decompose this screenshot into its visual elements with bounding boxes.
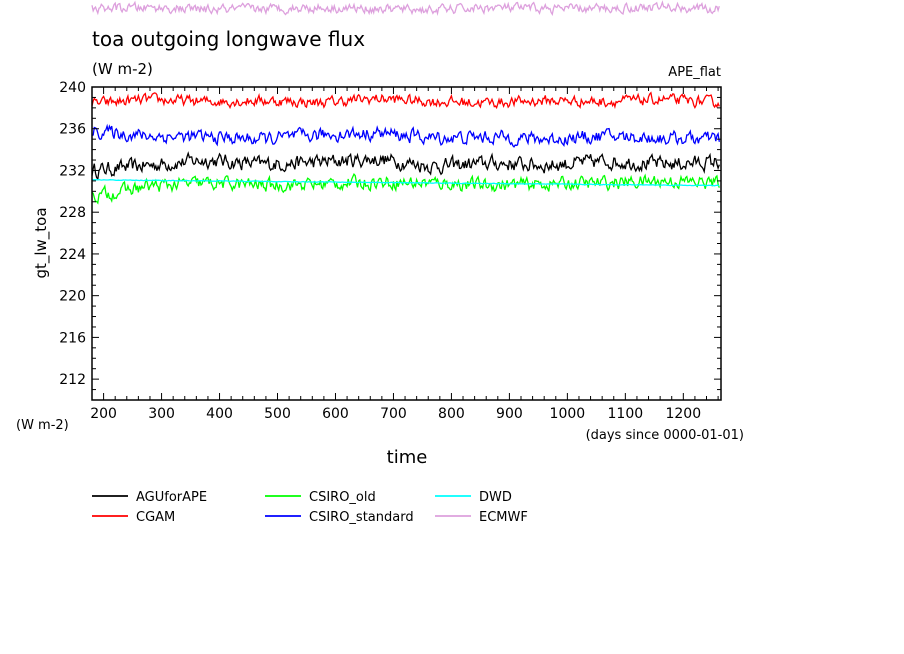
series-line-aguforape (91, 151, 720, 181)
legend-label: AGUforAPE (136, 490, 207, 505)
y-axis: 212 216 220 224 228 232 236 240 (59, 80, 721, 401)
x-tick-label: 1100 (608, 406, 644, 422)
series-lines (91, 0, 720, 205)
chart-title: toa outgoing longwave flux (92, 27, 365, 51)
x-tick-label: 400 (206, 406, 233, 422)
chart-annotation: APE_flat (668, 65, 721, 80)
series-line-dwd (91, 178, 720, 187)
x-tick-label: 600 (322, 406, 349, 422)
x-axis: 200 300 400 500 600 700 800 900 1000 1100 1200 (90, 87, 719, 422)
x-axis-units: (days since 0000-01-01) (586, 428, 744, 443)
x-tick-label: 300 (148, 406, 175, 422)
y-tick-label: 240 (59, 80, 86, 96)
series-line-ecmwf (91, 0, 720, 17)
x-tick-label: 900 (496, 406, 523, 422)
legend-label: CSIRO_standard (309, 510, 414, 525)
x-tick-label: 700 (380, 406, 407, 422)
x-tick-label: 200 (90, 406, 117, 422)
legend-label: ECMWF (479, 510, 528, 525)
legend-label: CSIRO_old (309, 490, 376, 505)
chart-subtitle: (W m-2) (92, 60, 153, 78)
x-axis-label: time (387, 447, 428, 468)
y-tick-label: 232 (59, 163, 86, 179)
legend-label: DWD (479, 490, 512, 505)
series-line-csiro-old (91, 173, 720, 205)
y-tick-label: 212 (59, 372, 86, 388)
series-line-cgam (91, 91, 720, 110)
y-tick-label: 216 (59, 330, 86, 346)
x-tick-label: 500 (264, 406, 291, 422)
y-tick-label: 220 (59, 289, 86, 305)
x-tick-label: 1000 (550, 406, 586, 422)
legend: AGUforAPE CGAM CSIRO_old CSIRO_standard DWD E… (92, 490, 528, 525)
x-tick-label: 800 (438, 406, 465, 422)
series-line-csiro-standard (91, 123, 720, 148)
y-tick-label: 224 (59, 247, 86, 263)
y-axis-units: (W m-2) (16, 418, 69, 433)
x-tick-label: 1200 (665, 406, 701, 422)
legend-label: CGAM (136, 510, 175, 525)
y-axis-label: gt_lw_toa (32, 207, 51, 278)
y-tick-label: 236 (59, 122, 86, 138)
y-tick-label: 228 (59, 205, 86, 221)
